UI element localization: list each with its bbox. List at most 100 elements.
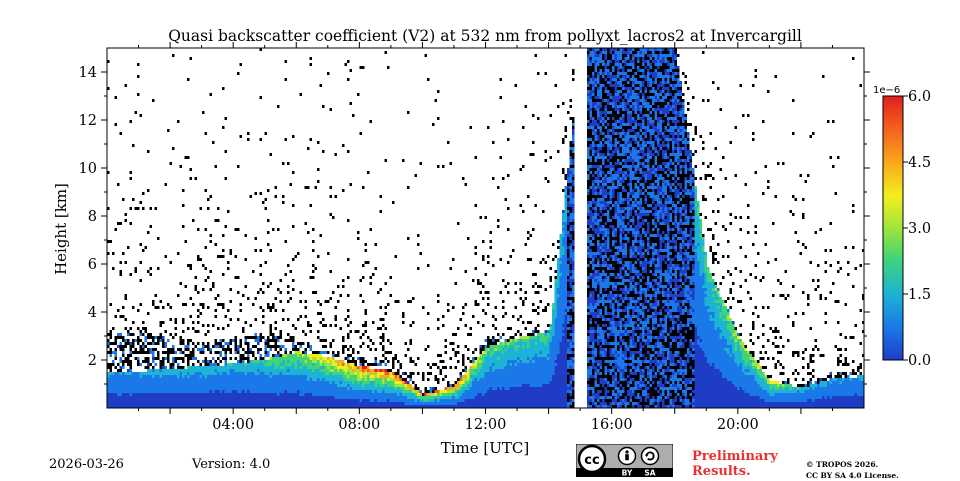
heatmap-cell — [207, 360, 210, 363]
heatmap-cell — [214, 360, 217, 363]
heatmap-cell — [497, 372, 500, 375]
heatmap-cell — [592, 342, 595, 345]
heatmap-cell — [452, 387, 455, 390]
heatmap-cell — [319, 396, 322, 399]
heatmap-cell — [514, 84, 517, 87]
heatmap-cell — [207, 372, 210, 375]
heatmap-cell — [349, 372, 352, 375]
heatmap-cell — [324, 375, 327, 378]
heatmap-cell — [569, 378, 572, 381]
heatmap-cell — [154, 207, 157, 210]
heatmap-cell — [494, 306, 497, 309]
heatmap-cell — [337, 381, 340, 384]
heatmap-cell — [132, 378, 135, 381]
heatmap-cell — [174, 360, 177, 363]
heatmap-cell — [569, 345, 572, 348]
heatmap-cell — [267, 372, 270, 375]
heatmap-cell — [454, 333, 457, 336]
heatmap-cell — [592, 303, 595, 306]
heatmap-cell — [482, 285, 485, 288]
heatmap-cell — [384, 282, 387, 285]
heatmap-cell — [299, 366, 302, 369]
heatmap-cell — [372, 321, 375, 324]
heatmap-cell — [332, 390, 335, 393]
heatmap-cell — [334, 387, 337, 390]
heatmap-cell — [389, 342, 392, 345]
heatmap-cell — [142, 381, 145, 384]
heatmap-cell — [392, 357, 395, 360]
heatmap-cell — [407, 396, 410, 399]
heatmap-cell — [139, 375, 142, 378]
heatmap-cell — [137, 405, 140, 408]
heatmap-cell — [182, 387, 185, 390]
heatmap-cell — [202, 342, 205, 345]
heatmap-cell — [589, 213, 592, 216]
heatmap-cell — [482, 345, 485, 348]
heatmap-cell — [552, 378, 555, 381]
heatmap-cell — [169, 366, 172, 369]
heatmap-cell — [309, 375, 312, 378]
heatmap-cell — [589, 405, 592, 408]
heatmap-cell — [129, 327, 132, 330]
heatmap-cell — [134, 381, 137, 384]
heatmap-cell — [529, 333, 532, 336]
heatmap-cell — [589, 252, 592, 255]
heatmap-cell — [562, 246, 565, 249]
heatmap-cell — [269, 387, 272, 390]
heatmap-cell — [374, 405, 377, 408]
heatmap-cell — [162, 366, 165, 369]
heatmap-cell — [587, 132, 590, 135]
heatmap-cell — [154, 396, 157, 399]
heatmap-cell — [307, 378, 310, 381]
heatmap-cell — [327, 390, 330, 393]
heatmap-cell — [559, 330, 562, 333]
heatmap-cell — [572, 309, 575, 312]
heatmap-cell — [564, 306, 567, 309]
heatmap-cell — [212, 402, 215, 405]
heatmap-cell — [187, 402, 190, 405]
heatmap-cell — [167, 369, 170, 372]
heatmap-cell — [522, 399, 525, 402]
heatmap-cell — [557, 330, 560, 333]
heatmap-cell — [472, 360, 475, 363]
heatmap-cell — [242, 381, 245, 384]
heatmap-cell — [214, 369, 217, 372]
heatmap-cell — [522, 357, 525, 360]
heatmap-cell — [122, 351, 125, 354]
heatmap-cell — [382, 354, 385, 357]
heatmap-cell — [214, 351, 217, 354]
heatmap-cell — [152, 354, 155, 357]
heatmap-cell — [317, 141, 320, 144]
heatmap-cell — [559, 318, 562, 321]
heatmap-cell — [149, 384, 152, 387]
heatmap-cell — [547, 351, 550, 354]
heatmap-cell — [527, 399, 530, 402]
heatmap-cell — [129, 393, 132, 396]
heatmap-cell — [312, 390, 315, 393]
heatmap-cell — [484, 351, 487, 354]
heatmap-cell — [514, 372, 517, 375]
heatmap-cell — [572, 219, 575, 222]
heatmap-cell — [547, 393, 550, 396]
heatmap-cell — [172, 402, 175, 405]
heatmap-cell — [164, 375, 167, 378]
heatmap-cell — [154, 369, 157, 372]
heatmap-cell — [212, 381, 215, 384]
heatmap-cell — [299, 363, 302, 366]
heatmap-cell — [569, 336, 572, 339]
heatmap-cell — [339, 399, 342, 402]
heatmap-cell — [557, 300, 560, 303]
heatmap-cell — [329, 402, 332, 405]
heatmap-cell — [224, 357, 227, 360]
heatmap-cell — [404, 372, 407, 375]
heatmap-cell — [569, 294, 572, 297]
heatmap-cell — [559, 357, 562, 360]
heatmap-cell — [477, 375, 480, 378]
heatmap-cell — [157, 351, 160, 354]
heatmap-cell — [497, 354, 500, 357]
heatmap-cell — [344, 399, 347, 402]
heatmap-cell — [539, 369, 542, 372]
heatmap-cell — [572, 303, 575, 306]
heatmap-cell — [572, 186, 575, 189]
heatmap-cell — [242, 393, 245, 396]
